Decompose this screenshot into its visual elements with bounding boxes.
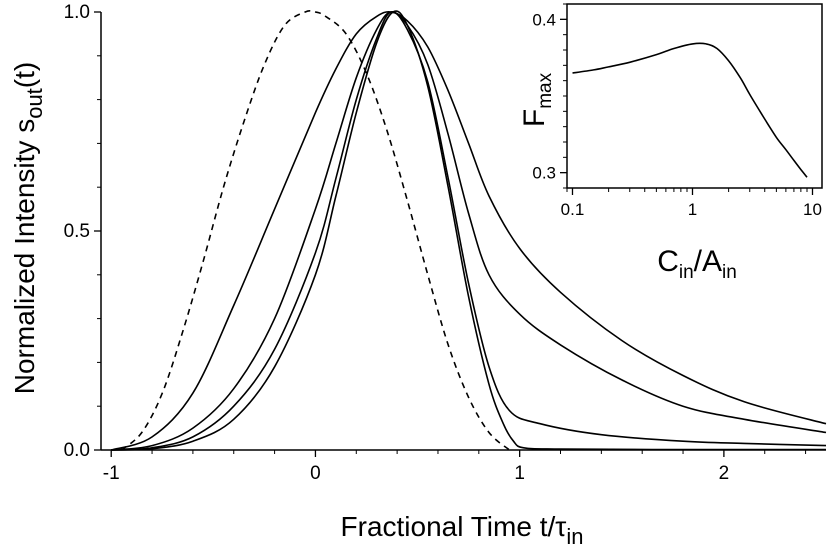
inset-x-tick-label: 10 <box>803 200 822 219</box>
inset-y-axis-title: Fmax <box>518 72 556 127</box>
inset-series-0-line <box>572 42 808 178</box>
x-axis-title: Fractional Time t/τin <box>341 511 584 549</box>
main-y-tick-label: 0.0 <box>64 440 90 461</box>
inset-y-tick-label: 0.4 <box>532 10 556 29</box>
main-y-tick-label: 1.0 <box>64 2 90 23</box>
main-series-3-line <box>111 11 827 451</box>
main-series-0-line <box>120 10 511 451</box>
inset-y-tick-label: 0.3 <box>532 164 556 183</box>
main-x-tick-label: 0 <box>310 463 321 484</box>
inset-x-tick-label: 0.1 <box>561 200 585 219</box>
main-y-tick-label: 0.5 <box>64 221 90 242</box>
main-x-tick-label: -1 <box>103 463 120 484</box>
main-series-4-line <box>111 10 826 451</box>
inset-x-tick-label: 1 <box>688 200 697 219</box>
inset-plot: 0.1 1 10 0.3 0.4 <box>532 3 823 219</box>
main-series-1-line <box>110 11 827 451</box>
main-x-tick-label: 2 <box>719 463 730 484</box>
main-plot: -1 0 1 2 0.0 0.5 1.0 <box>64 2 827 484</box>
inset-x-axis-title: Cin/Ain <box>657 245 737 283</box>
inset-frame <box>566 3 823 189</box>
main-x-tick-label: 1 <box>514 463 525 484</box>
y-axis-title: Normalized Intensity sout(t) <box>9 62 47 394</box>
